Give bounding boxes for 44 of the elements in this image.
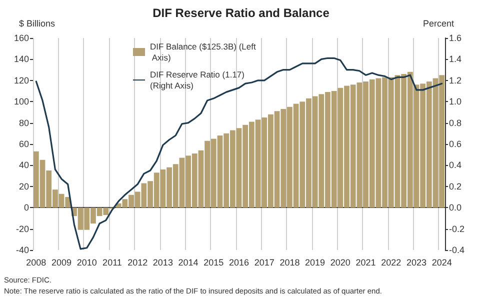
y-tick-label: 100 bbox=[14, 96, 29, 107]
x-tick-label: 2012 bbox=[128, 258, 148, 268]
x-tick-label: 2018 bbox=[280, 258, 300, 268]
x-tick-label: 2019 bbox=[305, 258, 326, 268]
x-tick-label: 2015 bbox=[204, 258, 224, 268]
y2-tick-label: 0.0 bbox=[449, 202, 462, 213]
y2-tick-label: 0.4 bbox=[449, 160, 462, 170]
x-tick-label: 2013 bbox=[152, 258, 173, 268]
y-axis-title: $ Billions bbox=[18, 18, 56, 28]
y-tick-label: -40 bbox=[16, 245, 29, 255]
y2-tick-label: 1.4 bbox=[449, 54, 462, 64]
y2-tick-label: 0.6 bbox=[449, 139, 462, 149]
y-tick-label: -20 bbox=[16, 224, 29, 234]
x-tick-label: 2021 bbox=[356, 258, 376, 268]
y-tick-label: 60 bbox=[18, 139, 29, 149]
y2-tick-label: -0.2 bbox=[449, 224, 465, 234]
x-tick-label: 2011 bbox=[102, 258, 122, 268]
x-tick-label: 2016 bbox=[228, 258, 250, 268]
y2-axis-title: Percent bbox=[423, 18, 455, 28]
legend-label: DIF Reserve Ratio (1.17) (Right Axis) bbox=[150, 70, 247, 90]
x-tick-label: 2023 bbox=[406, 258, 426, 268]
y-tick-label: 20 bbox=[18, 181, 29, 192]
y2-tick-label: 1.6 bbox=[449, 33, 462, 43]
y-tick-label: 120 bbox=[14, 75, 29, 86]
y-tick-label: 0 bbox=[24, 202, 29, 213]
x-tick-label: 2022 bbox=[381, 258, 402, 268]
legend-label: DIF Balance ($125.3B) (Left Axis) bbox=[150, 42, 256, 62]
y2-tick-label: -0.4 bbox=[449, 245, 465, 255]
x-tick-label: 2008 bbox=[26, 258, 46, 268]
y2-tick-label: 1.2 bbox=[449, 75, 462, 86]
chart-title: DIF Reserve Ratio and Balance bbox=[152, 6, 330, 20]
y2-tick-label: 0.8 bbox=[449, 118, 462, 128]
x-tick-label: 2010 bbox=[76, 258, 97, 268]
y-tick-label: 80 bbox=[18, 118, 29, 128]
x-tick-label: 2009 bbox=[52, 258, 72, 268]
y-tick-label: 160 bbox=[14, 33, 29, 43]
y2-tick-label: 1.0 bbox=[449, 96, 462, 107]
x-tick-label: 2017 bbox=[254, 258, 274, 268]
y-tick-label: 140 bbox=[14, 54, 29, 64]
y-tick-label: 40 bbox=[18, 160, 29, 170]
y2-tick-label: 0.2 bbox=[449, 181, 462, 192]
x-tick-label: 2024 bbox=[432, 258, 452, 268]
x-tick-label: 2020 bbox=[330, 258, 350, 268]
x-tick-label: 2014 bbox=[178, 258, 198, 268]
